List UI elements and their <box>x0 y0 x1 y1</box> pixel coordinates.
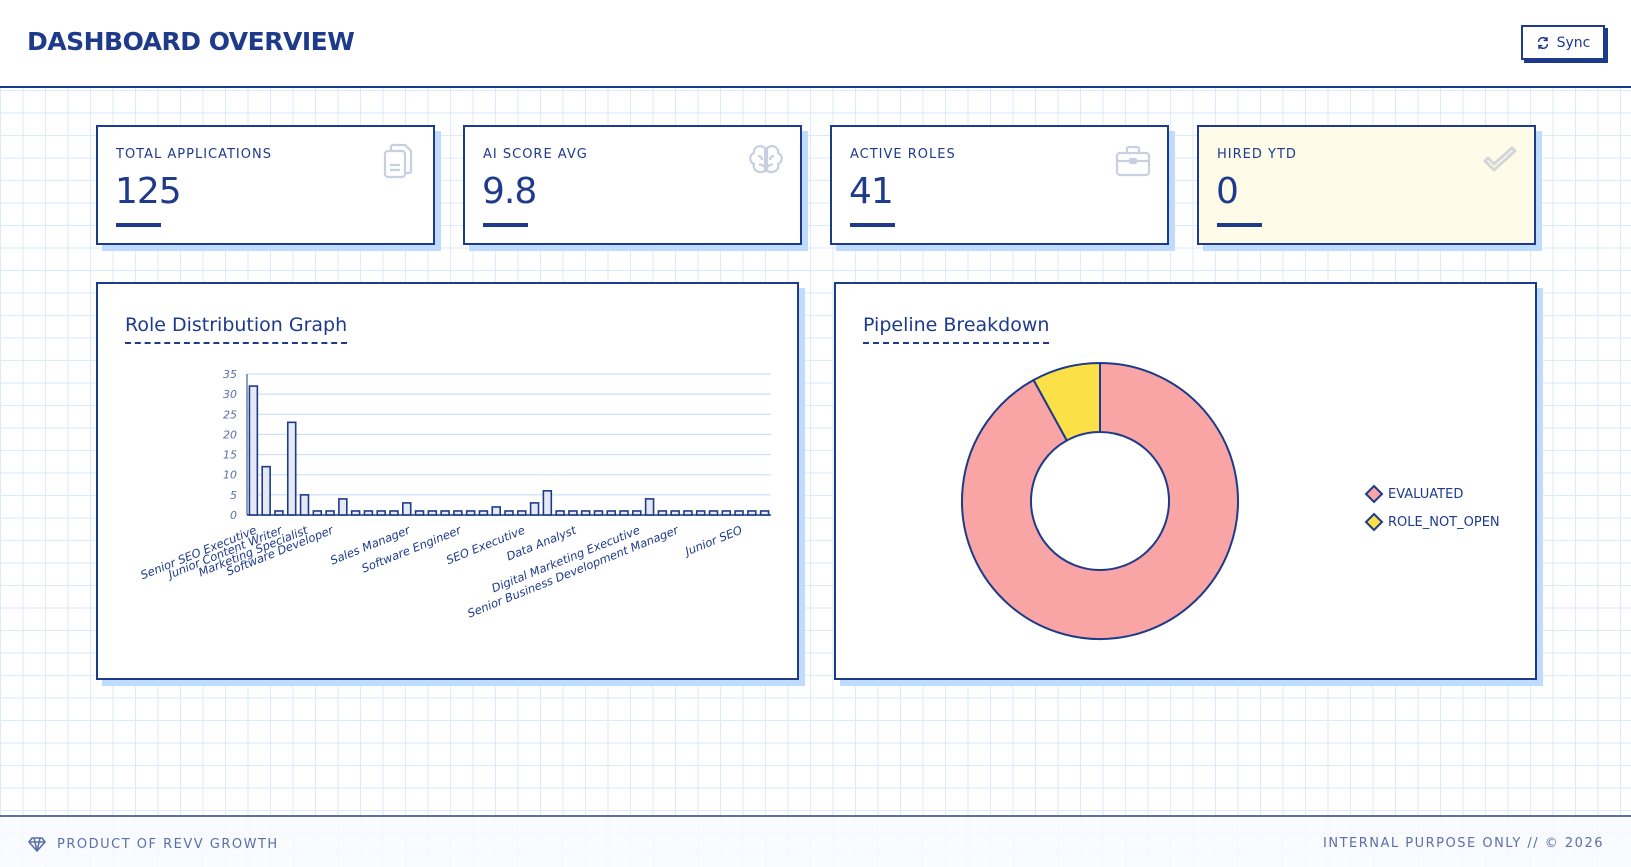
kpi-label: TOTAL APPLICATIONS <box>116 147 272 162</box>
footer-brand-text: PRODUCT OF REVV GROWTH <box>57 836 279 852</box>
bar[interactable] <box>401 502 412 516</box>
panel-title: Role Distribution Graph <box>125 314 348 344</box>
legend-label: ROLE_NOT_OPEN <box>1388 514 1500 530</box>
kpi-label: AI SCORE AVG <box>483 147 588 162</box>
bar[interactable] <box>657 510 668 516</box>
chart-legend: EVALUATED ROLE_NOT_OPEN <box>1364 484 1500 532</box>
pipeline-breakdown-panel: Pipeline Breakdown EVALUATED ROLE_NOT_OP… <box>834 282 1537 680</box>
kpi-label: HIRED YTD <box>1217 147 1297 162</box>
check-icon <box>1483 146 1517 172</box>
bar[interactable] <box>568 510 578 516</box>
bar[interactable] <box>325 510 335 516</box>
bar[interactable] <box>670 510 680 516</box>
donut-slice-evaluated[interactable] <box>961 361 1239 640</box>
app-header: DASHBOARD OVERVIEW Sync <box>0 0 1631 88</box>
bar[interactable] <box>261 465 271 516</box>
documents-icon <box>383 143 413 179</box>
footer-copyright: INTERNAL PURPOSE ONLY // © 2026 <box>1323 836 1604 851</box>
svg-text:15: 15 <box>223 449 237 462</box>
svg-text:20: 20 <box>223 428 237 441</box>
kpi-card-hired-ytd: HIRED YTD 0 <box>1197 125 1536 245</box>
bar[interactable] <box>644 498 655 516</box>
bar[interactable] <box>542 490 553 516</box>
bar[interactable] <box>478 510 489 516</box>
bar[interactable] <box>695 510 706 516</box>
briefcase-icon <box>1115 145 1151 177</box>
svg-text:0: 0 <box>230 509 237 522</box>
bar[interactable] <box>593 510 604 516</box>
legend-label: EVALUATED <box>1388 486 1464 502</box>
svg-text:10: 10 <box>223 469 237 482</box>
svg-text:35: 35 <box>223 368 237 381</box>
kpi-value: 9.8 <box>482 171 537 212</box>
sync-button[interactable]: Sync <box>1521 25 1605 60</box>
bar[interactable] <box>465 510 476 516</box>
bar[interactable] <box>555 510 565 516</box>
bar[interactable] <box>440 510 450 516</box>
bar[interactable] <box>312 510 323 516</box>
bar[interactable] <box>759 510 770 516</box>
bar[interactable] <box>708 510 719 516</box>
bar[interactable] <box>747 510 757 516</box>
bar[interactable] <box>619 510 629 516</box>
kpi-underline <box>116 223 161 227</box>
kpi-underline <box>1217 223 1262 227</box>
role-distribution-panel: Role Distribution Graph 0 5 10 15 20 25 30 35 Se… <box>96 282 799 680</box>
bar[interactable] <box>529 502 540 516</box>
refresh-icon <box>1537 36 1548 49</box>
panel-title: Pipeline Breakdown <box>863 314 1050 344</box>
kpi-value: 41 <box>849 171 894 212</box>
kpi-label: ACTIVE ROLES <box>850 147 956 162</box>
bar[interactable] <box>414 510 425 516</box>
diamond-icon <box>27 837 47 852</box>
legend-item-role-not-open[interactable]: ROLE_NOT_OPEN <box>1364 512 1500 532</box>
bar[interactable] <box>376 510 386 516</box>
bar[interactable] <box>286 421 297 516</box>
bar[interactable] <box>338 498 348 516</box>
diamond-marker-icon <box>1364 484 1384 504</box>
bar[interactable] <box>683 510 693 516</box>
kpi-underline <box>850 223 895 227</box>
bar[interactable] <box>427 510 438 516</box>
legend-item-evaluated[interactable]: EVALUATED <box>1364 484 1500 504</box>
svg-text:Junior SEO: Junior SEO <box>681 523 744 559</box>
svg-text:25: 25 <box>223 408 237 421</box>
bar[interactable] <box>632 510 642 516</box>
brain-icon <box>749 145 783 174</box>
bar[interactable] <box>389 510 399 516</box>
page-title: DASHBOARD OVERVIEW <box>27 27 355 56</box>
bar[interactable] <box>721 510 732 516</box>
bar[interactable] <box>504 510 514 516</box>
svg-text:5: 5 <box>230 489 237 502</box>
kpi-value: 125 <box>115 171 182 212</box>
app-footer: PRODUCT OF REVV GROWTH INTERNAL PURPOSE … <box>0 815 1631 867</box>
footer-brand: PRODUCT OF REVV GROWTH <box>27 836 279 852</box>
bar[interactable] <box>580 510 591 516</box>
kpi-value: 0 <box>1216 171 1239 212</box>
bar[interactable] <box>274 510 284 516</box>
bar[interactable] <box>491 506 501 516</box>
diamond-marker-icon <box>1364 512 1384 532</box>
bar[interactable] <box>248 385 259 516</box>
kpi-underline <box>483 223 528 227</box>
bar[interactable] <box>363 510 374 516</box>
bar[interactable] <box>606 510 617 516</box>
bar[interactable] <box>517 510 527 516</box>
svg-text:30: 30 <box>223 388 237 401</box>
bar[interactable] <box>350 510 361 516</box>
bar[interactable] <box>734 510 744 516</box>
sync-button-label: Sync <box>1556 34 1591 51</box>
bar[interactable] <box>299 494 310 516</box>
pipeline-donut-chart <box>961 361 1239 640</box>
kpi-card-ai-score-avg: AI SCORE AVG 9.8 <box>463 125 802 245</box>
kpi-card-active-roles: ACTIVE ROLES 41 <box>830 125 1169 245</box>
kpi-card-total-applications: TOTAL APPLICATIONS 125 <box>96 125 435 245</box>
bar[interactable] <box>453 510 463 516</box>
